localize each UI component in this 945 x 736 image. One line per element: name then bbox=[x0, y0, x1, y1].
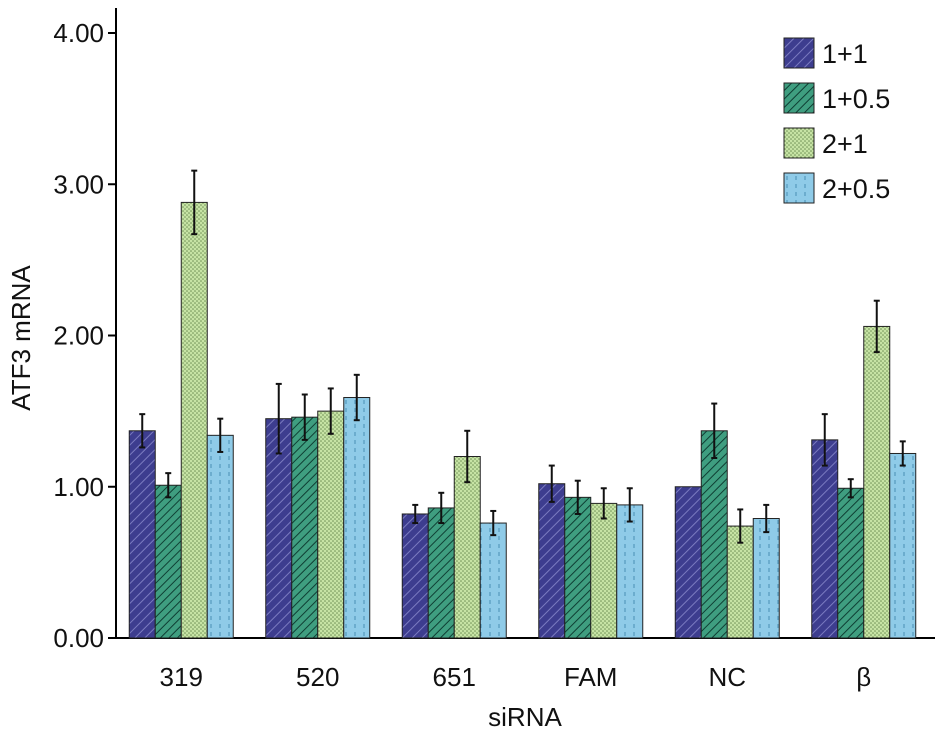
bar-1+1-520 bbox=[265, 418, 293, 639]
bar-2+1-β bbox=[863, 325, 891, 639]
error-bar bbox=[899, 440, 906, 467]
error-bar bbox=[327, 387, 334, 435]
y-tick-label: 1.00 bbox=[53, 472, 104, 502]
bar-2+0.5-520 bbox=[343, 397, 371, 639]
error-bar bbox=[464, 429, 471, 484]
y-tick-label: 0.00 bbox=[53, 623, 104, 653]
bar-1+0.5-NC bbox=[700, 430, 728, 639]
bar-2+1-520 bbox=[317, 410, 345, 639]
y-tick-label: 3.00 bbox=[53, 169, 104, 199]
bar-2+0.5-651 bbox=[479, 522, 507, 639]
legend-item: 2+1 bbox=[783, 127, 868, 159]
y-axis-title: ATF3 mRNA bbox=[6, 265, 36, 411]
bar-1+1-FAM bbox=[538, 483, 566, 639]
legend-label: 1+0.5 bbox=[822, 84, 890, 114]
legend: 1+1 1+0.5 2+1 2+0.5 bbox=[783, 37, 890, 204]
bar-2+1-319 bbox=[180, 201, 208, 639]
error-bars-layer bbox=[139, 169, 906, 544]
legend-item: 2+0.5 bbox=[783, 172, 890, 204]
error-bar bbox=[353, 373, 360, 422]
bar-1+0.5-520 bbox=[291, 416, 319, 639]
error-bar bbox=[275, 382, 282, 455]
bar-1+0.5-319 bbox=[154, 484, 182, 639]
y-ticks: 0.00 1.00 2.00 3.00 4.00 bbox=[53, 18, 116, 653]
error-bar bbox=[711, 402, 718, 460]
legend-label: 2+0.5 bbox=[822, 174, 890, 204]
error-bar bbox=[438, 491, 445, 525]
bar-2+0.5-β bbox=[889, 452, 917, 639]
legend-swatch bbox=[783, 172, 815, 204]
legend-label: 1+1 bbox=[822, 39, 868, 69]
error-bar bbox=[763, 503, 770, 534]
bar-2+1-FAM bbox=[590, 502, 618, 639]
x-tick-label: 319 bbox=[160, 662, 203, 692]
bar-2+0.5-NC bbox=[752, 518, 780, 639]
error-bar bbox=[737, 508, 744, 544]
error-bar bbox=[139, 413, 146, 449]
bar-1+1-β bbox=[811, 439, 839, 639]
bar-1+0.5-651 bbox=[427, 507, 455, 639]
bar-2+0.5-FAM bbox=[616, 504, 644, 639]
y-tick-label: 2.00 bbox=[53, 321, 104, 351]
error-bar bbox=[821, 413, 828, 467]
error-bar bbox=[217, 417, 224, 453]
legend-label: 2+1 bbox=[822, 129, 868, 159]
x-ticks: 319 520 651 FAM NC β bbox=[160, 662, 872, 692]
x-tick-label: β bbox=[856, 662, 871, 692]
bar-1+0.5-β bbox=[837, 487, 865, 639]
bar-2+0.5-319 bbox=[206, 434, 234, 639]
x-tick-label: 520 bbox=[296, 662, 339, 692]
error-bar bbox=[626, 487, 633, 523]
x-tick-label: NC bbox=[708, 662, 746, 692]
error-bar bbox=[412, 503, 419, 525]
y-tick-label: 4.00 bbox=[53, 18, 104, 48]
error-bar bbox=[301, 393, 308, 441]
error-bar bbox=[574, 479, 581, 515]
error-bar bbox=[490, 509, 497, 537]
error-bar bbox=[600, 487, 607, 520]
error-bar bbox=[873, 299, 880, 354]
bar-2+1-651 bbox=[453, 456, 481, 639]
bar-1+0.5-FAM bbox=[564, 496, 592, 639]
legend-swatch bbox=[783, 127, 815, 159]
x-axis-title: siRNA bbox=[488, 702, 562, 732]
x-tick-label: FAM bbox=[564, 662, 617, 692]
bars-layer bbox=[128, 201, 917, 639]
legend-swatch bbox=[783, 37, 815, 69]
legend-item: 1+1 bbox=[783, 37, 868, 69]
legend-swatch bbox=[783, 82, 815, 114]
error-bar bbox=[165, 472, 172, 499]
x-tick-label: 651 bbox=[433, 662, 476, 692]
bar-1+1-319 bbox=[128, 430, 156, 639]
error-bar bbox=[847, 478, 854, 499]
bar-1+1-651 bbox=[401, 513, 429, 639]
error-bar bbox=[191, 169, 198, 236]
legend-item: 1+0.5 bbox=[783, 82, 890, 114]
bar-1+1-NC bbox=[674, 486, 702, 639]
error-bar bbox=[548, 464, 555, 503]
